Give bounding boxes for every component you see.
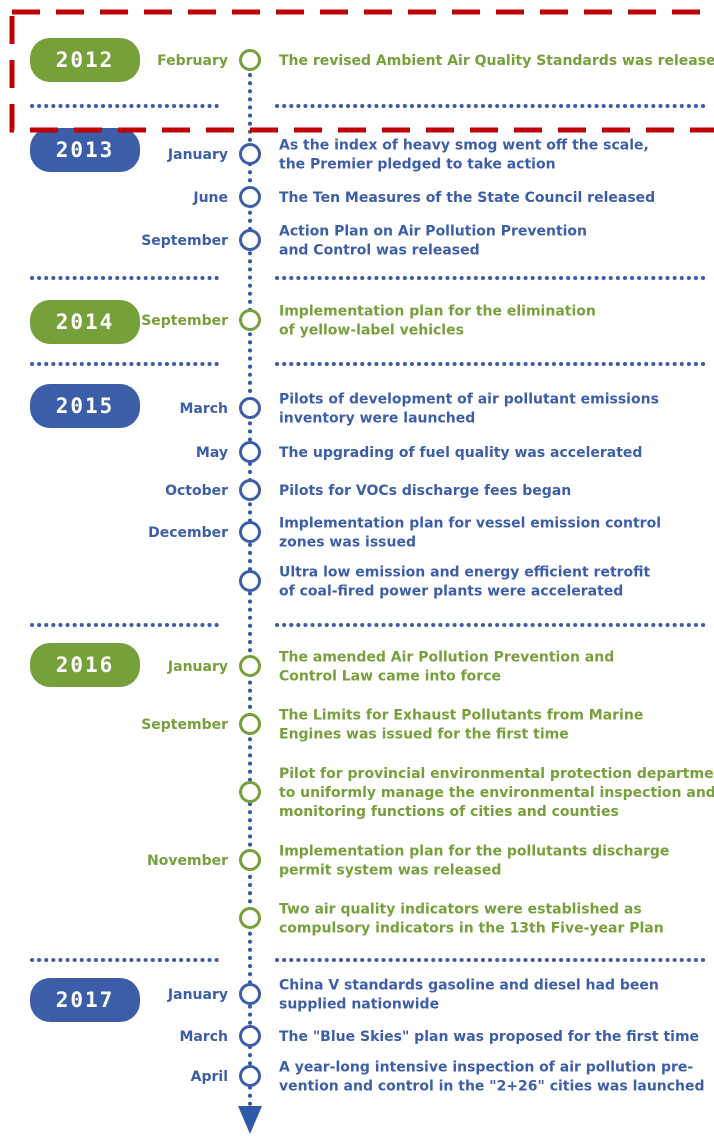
event-month: March (179, 401, 228, 417)
event-dot (239, 479, 261, 501)
event-text: Pilots of development of air pollutant e… (279, 392, 659, 408)
event-text: The revised Ambient Air Quality Standard… (279, 53, 714, 69)
highlight-box (9, 9, 714, 133)
year-pill (30, 384, 140, 428)
event-month: January (167, 987, 228, 1003)
event-month: September (141, 233, 228, 249)
event-text: zones was issued (279, 535, 416, 551)
year-label: 2016 (56, 653, 115, 677)
event-text: to uniformly manage the environmental in… (279, 785, 714, 801)
event-month: November (147, 853, 228, 869)
event-text: Control Law came into force (279, 669, 501, 685)
event-month: April (191, 1069, 228, 1085)
year-label: 2013 (56, 138, 115, 162)
event-month: October (165, 483, 228, 499)
year-label: 2015 (56, 394, 115, 418)
event-dot (239, 143, 261, 165)
event-text: The Ten Measures of the State Council re… (279, 190, 655, 206)
event-text: Two air quality indicators were establis… (279, 902, 642, 918)
event-text: Implementation plan for the elimination (279, 304, 596, 320)
event-dot (239, 570, 261, 592)
event-month: March (179, 1029, 228, 1045)
event-text: Ultra low emission and energy efficient … (279, 565, 651, 581)
event-dot (239, 397, 261, 419)
event-dot (239, 907, 261, 929)
event-text: permit system was released (279, 863, 501, 879)
event-text: monitoring functions of cities and count… (279, 804, 619, 820)
event-text: A year-long intensive inspection of air … (279, 1060, 693, 1076)
year-label: 2017 (56, 988, 115, 1012)
year-pill (30, 38, 140, 82)
event-month: February (157, 53, 228, 69)
event-text: the Premier pledged to take action (279, 157, 556, 173)
event-text: of yellow-label vehicles (279, 323, 464, 339)
year-pill (30, 978, 140, 1022)
event-dot (239, 229, 261, 251)
event-text: Pilots for VOCs discharge fees began (279, 483, 571, 499)
event-text: of coal-fired power plants were accelera… (279, 584, 623, 600)
axis-arrow (238, 1106, 262, 1134)
event-text: inventory were launched (279, 411, 475, 427)
year-pill (30, 128, 140, 172)
event-dot (239, 521, 261, 543)
event-month: June (192, 190, 228, 206)
event-dot (239, 1025, 261, 1047)
year-pill (30, 643, 140, 687)
event-text: supplied nationwide (279, 997, 439, 1013)
year-label: 2014 (56, 310, 115, 334)
event-text: compulsory indicators in the 13th Five-y… (279, 921, 664, 937)
event-month: September (141, 313, 228, 329)
event-text: The upgrading of fuel quality was accele… (279, 445, 642, 461)
event-text: Engines was issued for the first time (279, 727, 569, 743)
event-text: and Control was released (279, 243, 480, 259)
event-text: Implementation plan for the pollutants d… (279, 844, 669, 860)
event-dot (239, 186, 261, 208)
event-dot (239, 441, 261, 463)
event-dot (239, 713, 261, 735)
event-dot (239, 1065, 261, 1087)
event-dot (239, 49, 261, 71)
event-text: The "Blue Skies" plan was proposed for t… (279, 1029, 699, 1045)
event-text: The Limits for Exhaust Pollutants from M… (279, 708, 643, 724)
event-dot (239, 781, 261, 803)
event-month: May (196, 445, 228, 461)
year-label: 2012 (56, 48, 115, 72)
event-month: December (148, 525, 228, 541)
event-month: January (167, 659, 228, 675)
event-month: September (141, 717, 228, 733)
event-text: Pilot for provincial environmental prote… (279, 766, 714, 782)
event-text: As the index of heavy smog went off the … (279, 138, 649, 154)
event-dot (239, 655, 261, 677)
event-dot (239, 983, 261, 1005)
event-text: Action Plan on Air Pollution Prevention (279, 224, 587, 240)
year-pill (30, 300, 140, 344)
event-dot (239, 309, 261, 331)
event-text: vention and control in the "2+26" cities… (279, 1079, 705, 1095)
event-text: China Ⅴ standards gasoline and diesel ha… (279, 978, 659, 994)
event-text: Implementation plan for vessel emission … (279, 516, 661, 532)
event-dot (239, 849, 261, 871)
event-month: January (167, 147, 228, 163)
event-text: The amended Air Pollution Prevention and (279, 650, 614, 666)
